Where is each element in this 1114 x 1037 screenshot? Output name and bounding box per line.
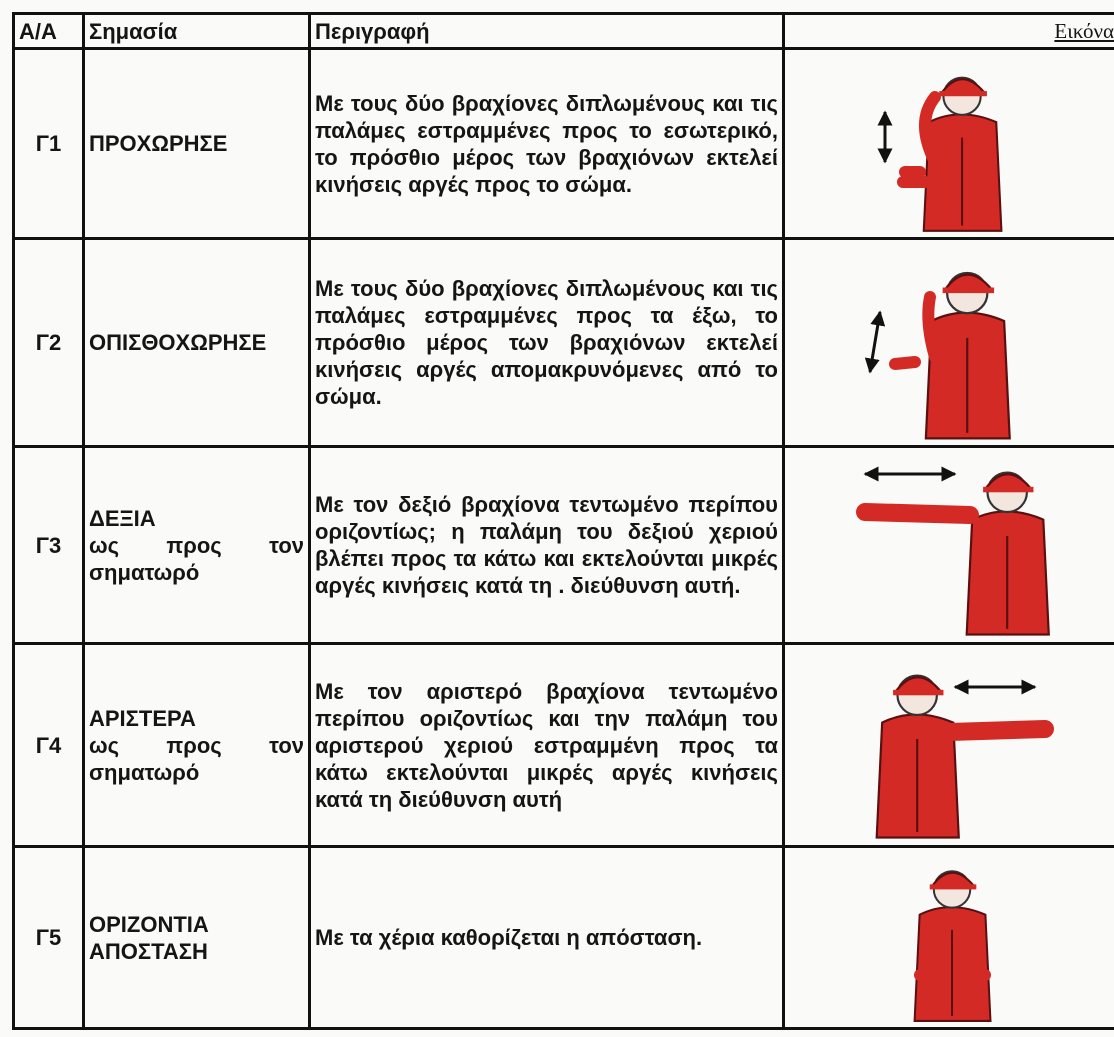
qualifier: ως προς τον σηματωρό: [89, 732, 304, 785]
meaning: ΔΕΞΙΑ: [89, 505, 156, 531]
description: Με τον αριστερό βραχίονα τεντωμένο περίπ…: [308, 642, 785, 848]
picture-cell: [782, 237, 1114, 448]
meaning: ΟΠΙΣΘΟΧΩΡΗΣΕ: [82, 237, 311, 448]
row: Γ1 ΠΡΟΧΩΡΗΣΕ Με τους δύο βραχίονες διπλω…: [12, 47, 1114, 240]
signal-figure: [877, 76, 1003, 232]
row-id: Γ3: [12, 445, 85, 645]
row-id: Γ1: [12, 47, 85, 240]
header-row: Α/Α Σημασία Περιγραφή Εικόνα: [12, 12, 1114, 50]
description: Με τους δύο βραχίονες διπλωμένους και τι…: [308, 237, 785, 448]
picture-cell: [782, 642, 1114, 848]
header-cell: Περιγραφή: [308, 12, 785, 50]
row-id: Γ4: [12, 642, 85, 848]
meaning: ΟΡΙΖΟΝΤΙΑ ΑΠΟΣΤΑΣΗ: [82, 845, 311, 1030]
meaning-cell: ΔΕΞΙΑ ως προς τον σηματωρό: [82, 445, 311, 645]
header-cell: Α/Α: [12, 12, 85, 50]
header-cell: Εικόνα: [782, 12, 1114, 50]
picture-cell: [782, 47, 1114, 240]
signal-figure: [864, 271, 1011, 440]
qualifier: ως προς τον σηματωρό: [89, 532, 304, 585]
row-id: Γ5: [12, 845, 85, 1030]
row: Γ5 ΟΡΙΖΟΝΤΙΑ ΑΠΟΣΤΑΣΗ Με τα χέρια καθορί…: [12, 845, 1114, 1030]
row: Γ2 ΟΠΙΣΘΟΧΩΡΗΣΕ Με τους δύο βραχίονες δι…: [12, 237, 1114, 448]
signal-figure: [856, 466, 1050, 636]
row-id: Γ2: [12, 237, 85, 448]
signal-figure: [875, 673, 1054, 839]
header-cell: Σημασία: [82, 12, 311, 50]
picture-cell: [782, 845, 1114, 1030]
signal-table: Α/Α Σημασία Περιγραφή Εικόνα Γ1 ΠΡΟΧΩΡΗΣ…: [12, 12, 1114, 1030]
signal-figure: [913, 869, 992, 1022]
description: Με τους δύο βραχίονες διπλωμένους και τι…: [308, 47, 785, 240]
row: Γ3 ΔΕΞΙΑ ως προς τον σηματωρό Με τον δεξι…: [12, 445, 1114, 645]
description: Με τον δεξιό βραχίονα τεντωμένο περίπου …: [308, 445, 785, 645]
row: Γ4 ΑΡΙΣΤΕΡΑ ως προς τον σηματωρό Με τον α…: [12, 642, 1114, 848]
meaning: ΠΡΟΧΩΡΗΣΕ: [82, 47, 311, 240]
meaning-cell: ΑΡΙΣΤΕΡΑ ως προς τον σηματωρό: [82, 642, 311, 848]
meaning: ΑΡΙΣΤΕΡΑ: [89, 705, 196, 731]
picture-cell: [782, 445, 1114, 645]
description: Με τα χέρια καθορίζεται η απόσταση.: [308, 845, 785, 1030]
